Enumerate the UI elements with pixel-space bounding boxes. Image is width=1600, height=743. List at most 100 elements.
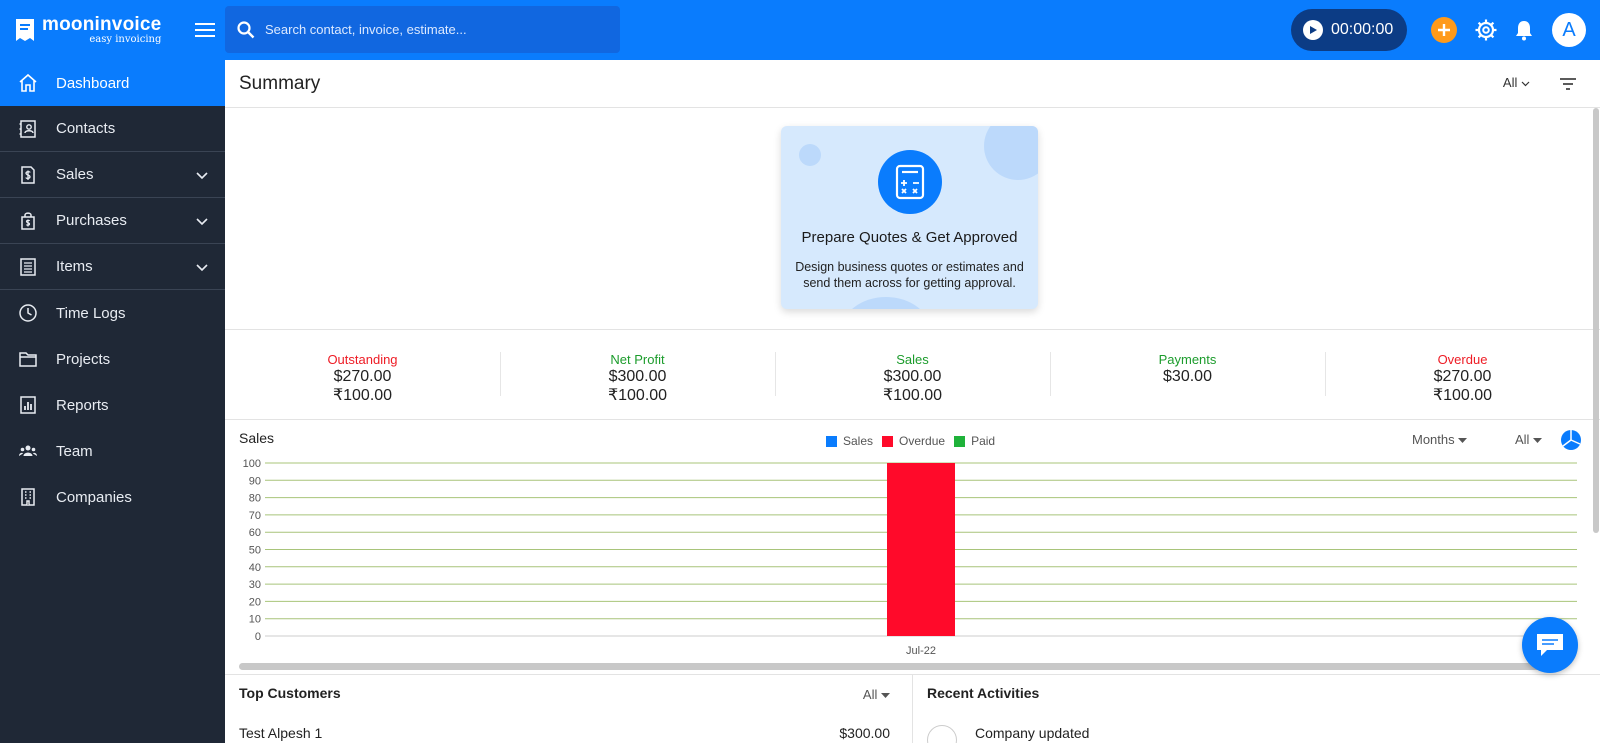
bell-icon[interactable] (1512, 18, 1536, 42)
y-tick-label: 100 (243, 458, 261, 470)
sales-chart-section: 0 10 20 30 40 50 60 70 80 90 100 Jul-22 Sales Sales… (225, 420, 1600, 675)
sidebar-item-dashboard[interactable]: Dashboard (0, 60, 225, 106)
top-customers-filter-select[interactable]: All (863, 687, 890, 702)
gear-icon[interactable] (1474, 18, 1498, 42)
sidebar-item-companies[interactable]: Companies (0, 474, 225, 520)
play-icon[interactable] (1303, 20, 1323, 40)
chart-period-select[interactable]: Months (1412, 432, 1468, 447)
app-name: mooninvoice (42, 14, 162, 35)
chart-filter-select[interactable]: All (1515, 432, 1543, 447)
caret-down-icon (881, 693, 890, 698)
customer-amount: $300.00 (839, 725, 890, 741)
sidebar: Dashboard Contacts Sales Purchases Items… (0, 60, 225, 743)
stat-label: Net Profit (610, 352, 665, 367)
panel-title: Top Customers (239, 685, 341, 701)
y-tick-label: 40 (249, 562, 261, 574)
pie-chart-icon[interactable] (1560, 429, 1582, 451)
legend-item-overdue[interactable]: Overdue (882, 434, 945, 448)
logo-icon (16, 19, 34, 41)
legend-item-paid[interactable]: Paid (954, 434, 995, 448)
sidebar-item-label: Projects (56, 350, 111, 368)
search-input[interactable] (265, 22, 605, 37)
y-tick-label: 20 (249, 596, 261, 608)
legend-label: Paid (971, 434, 996, 448)
sidebar-item-contacts[interactable]: Contacts (0, 106, 225, 152)
x-tick-label: Jul-22 (906, 645, 936, 657)
activity-text: Company updated (975, 725, 1090, 741)
building-icon (18, 487, 38, 507)
stat-net-profit[interactable]: Net Profit $300.00 ₹100.00 (500, 352, 775, 405)
customer-name[interactable]: Test Alpesh 1 (239, 725, 323, 741)
legend-swatch (882, 435, 894, 447)
y-tick-label: 90 (249, 475, 261, 487)
user-avatar[interactable]: A (1552, 13, 1586, 47)
page-vertical-scrollbar[interactable] (1593, 108, 1599, 533)
sidebar-item-projects[interactable]: Projects (0, 336, 225, 382)
stat-value: $270.00 (1433, 368, 1492, 385)
panel-title: Recent Activities (927, 685, 1040, 701)
stat-value: ₹100.00 (332, 387, 393, 404)
calculator-icon (877, 150, 942, 214)
stat-value: ₹100.00 (607, 387, 668, 404)
list-icon (18, 257, 38, 277)
caret-down-icon (1533, 438, 1543, 443)
chat-support-button[interactable] (1522, 617, 1578, 673)
chart-period-value: Months (1412, 432, 1455, 447)
timer-value: 00:00:00 (1331, 21, 1394, 38)
stat-label: Sales (896, 352, 929, 367)
menu-toggle-button[interactable] (190, 15, 220, 45)
sidebar-item-label: Purchases (56, 212, 127, 229)
sidebar-item-label: Sales (56, 166, 94, 183)
legend-label: Overdue (899, 434, 946, 448)
sidebar-item-team[interactable]: Team (0, 428, 225, 474)
sidebar-item-label: Reports (56, 396, 109, 414)
sidebar-item-reports[interactable]: Reports (0, 382, 225, 428)
y-tick-label: 0 (255, 631, 261, 643)
chat-icon (1537, 634, 1563, 656)
bar-chart-icon (18, 395, 38, 415)
legend-swatch (954, 435, 966, 447)
activity-icon (927, 725, 957, 743)
search-icon (237, 20, 255, 38)
legend-swatch (826, 435, 837, 447)
legend-item-sales[interactable]: Sales (826, 434, 873, 448)
search-bar[interactable] (225, 6, 620, 53)
chevron-down-icon (196, 172, 208, 180)
timer-widget[interactable]: 00:00:00 (1291, 9, 1407, 51)
promo-card[interactable]: Prepare Quotes & Get Approved Design bus… (781, 126, 1038, 309)
filter-icon[interactable] (1558, 74, 1578, 94)
stat-label: Payments (1158, 352, 1217, 367)
app-logo[interactable]: mooninvoice easy invoicing (0, 0, 190, 60)
sales-chart: 0 10 20 30 40 50 60 70 80 90 100 Jul-22 (243, 458, 1577, 657)
sidebar-item-time-logs[interactable]: Time Logs (0, 290, 225, 336)
add-button[interactable] (1431, 17, 1457, 43)
home-icon (18, 73, 38, 93)
legend-label: Sales (843, 434, 874, 448)
top-bar: mooninvoice easy invoicing 00:00:00 A (0, 0, 1600, 60)
team-icon (18, 441, 38, 461)
main-content: Summary All Prepare Quotes & Get Approve… (225, 60, 1600, 743)
stat-sales[interactable]: Sales $300.00 ₹100.00 (775, 352, 1050, 405)
sidebar-item-label: Dashboard (56, 74, 130, 92)
sidebar-item-sales[interactable]: Sales (0, 152, 225, 198)
promo-description: Design business quotes or estimates and … (795, 260, 1024, 290)
summary-period-select[interactable]: All (1503, 75, 1530, 90)
stat-payments[interactable]: Payments $30.00 (1050, 352, 1325, 396)
chart-legend: Sales Overdue Paid (826, 434, 1004, 448)
stat-label: Overdue (1437, 352, 1488, 367)
stat-overdue[interactable]: Overdue $270.00 ₹100.00 (1325, 352, 1600, 405)
chart-title: Sales (239, 430, 275, 446)
top-customers-filter-value: All (862, 687, 878, 702)
sidebar-item-purchases[interactable]: Purchases (0, 198, 225, 244)
decor-circle (799, 144, 821, 166)
y-tick-label: 10 (249, 614, 261, 626)
stat-value: $270.00 (333, 368, 392, 385)
promo-section: Prepare Quotes & Get Approved Design bus… (225, 108, 1600, 330)
sidebar-item-items[interactable]: Items (0, 244, 225, 290)
y-tick-label: 60 (249, 527, 261, 539)
stat-outstanding[interactable]: Outstanding $270.00 ₹100.00 (225, 352, 500, 405)
plus-icon (1438, 24, 1450, 36)
y-tick-label: 80 (249, 493, 261, 505)
chart-horizontal-scrollbar[interactable] (239, 663, 1562, 670)
y-tick-label: 30 (249, 579, 261, 591)
